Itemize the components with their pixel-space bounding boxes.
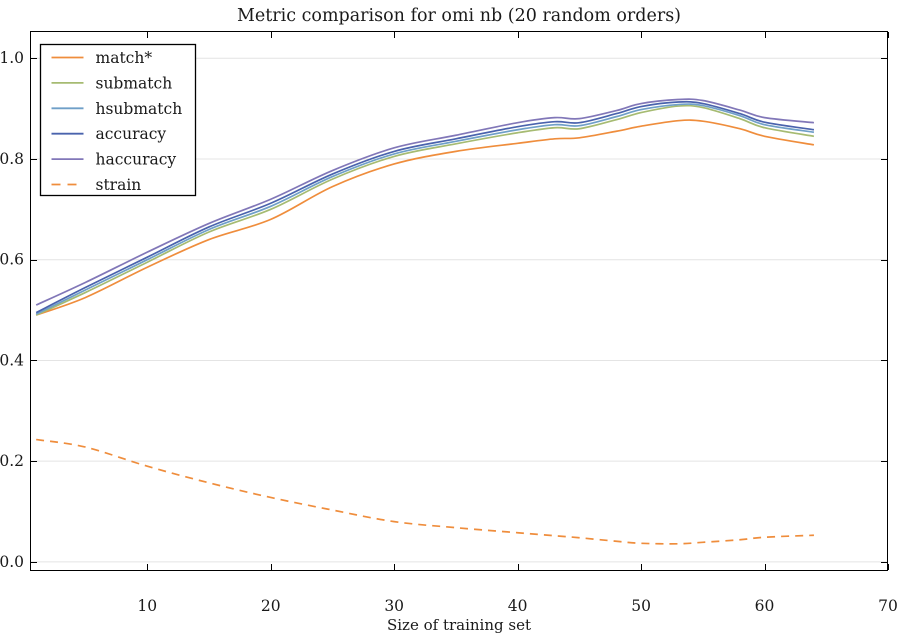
series-line-strain	[36, 438, 814, 545]
legend: match* submatch hsubmatch accuracy haccuracy…	[39, 43, 197, 197]
x-tick-label: 60	[755, 597, 775, 615]
x-tick-label: 50	[631, 597, 651, 615]
x-axis-label: Size of training set	[386, 616, 531, 634]
y-tick-label: 0.6	[0, 251, 24, 269]
legend-entry: hsubmatch	[51, 100, 183, 118]
series-line-haccuracy	[35, 98, 815, 306]
x-tick-label: 10	[137, 597, 157, 615]
legend-label: match*	[96, 49, 153, 67]
legend-entry: submatch	[51, 74, 173, 92]
legend-entry: haccuracy	[51, 151, 177, 169]
series-line-submatch	[35, 104, 815, 316]
y-tick-label: 0.8	[0, 150, 24, 168]
y-tick-label: 0.0	[0, 553, 24, 571]
series-line-match*	[35, 119, 815, 316]
x-tick-label: 40	[508, 597, 528, 615]
x-tick-label: 70	[878, 597, 898, 615]
legend-box	[39, 43, 197, 197]
legend-entry: match*	[51, 49, 153, 67]
legend-label: submatch	[96, 74, 173, 92]
legend-entry: strain	[51, 176, 142, 194]
legend-label: strain	[96, 176, 142, 194]
chart-title: Metric comparison for omi nb (20 random …	[236, 6, 682, 26]
y-tick-label: 1.0	[0, 49, 24, 67]
legend-label: accuracy	[96, 125, 167, 143]
legend-entry: accuracy	[51, 125, 167, 143]
legend-label: haccuracy	[96, 151, 177, 169]
y-tick-label: 0.4	[0, 351, 24, 369]
legend-label: hsubmatch	[96, 100, 183, 118]
plot-border	[30, 31, 888, 571]
x-tick-label: 20	[261, 597, 281, 615]
series-line-accuracy	[35, 100, 815, 314]
series-line-hsubmatch	[35, 103, 815, 315]
y-tick-label: 0.2	[0, 452, 24, 470]
x-tick-label: 30	[384, 597, 404, 615]
